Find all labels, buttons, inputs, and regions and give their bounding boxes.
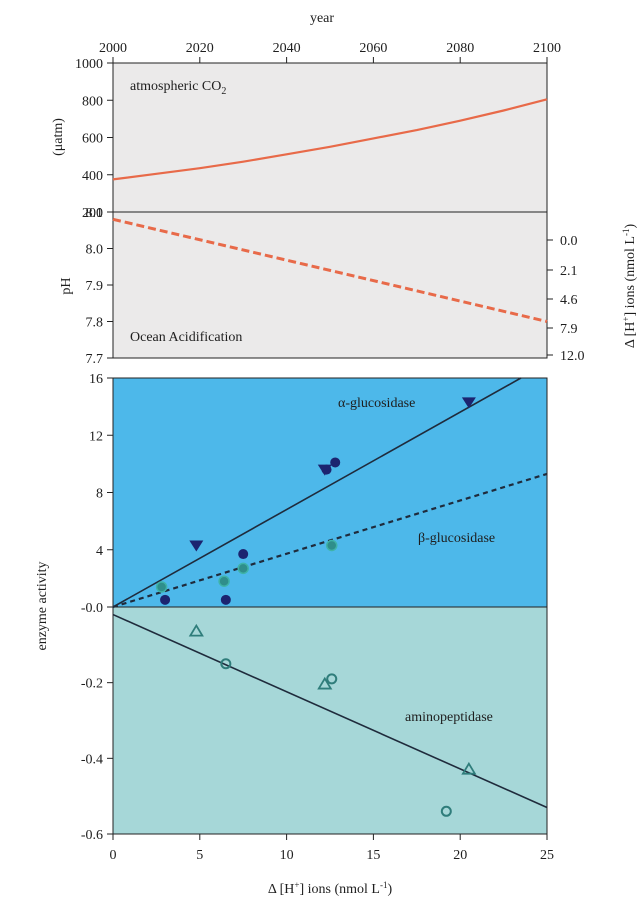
ph-right-tick-label: 7.9 (560, 322, 578, 337)
bottom-label-mid: ] ions (nmol L (299, 882, 380, 897)
co2-tick-label: 400 (82, 169, 103, 184)
top-tick-label: 2040 (273, 41, 301, 56)
enzyme-upper-tick-label: 4 (96, 544, 103, 559)
ph-ylabel: pH (59, 277, 74, 294)
beta-point (325, 539, 338, 552)
bottom-label-end: ) (387, 882, 392, 897)
beta-point (218, 575, 230, 587)
co2-panel-background (112, 62, 548, 213)
ph-y-ticks: 8.1 8.0 7.9 7.8 7.7 (86, 206, 113, 367)
enzyme-lower-background (113, 607, 547, 834)
alpha-trend-line (112, 377, 522, 608)
top-tick-label: 2020 (186, 41, 214, 56)
co2-annotation: atmospheric CO2 (130, 79, 226, 97)
enzyme-upper-tick-label: 12 (89, 429, 103, 444)
enzyme-x-tick-label: 25 (540, 848, 554, 863)
co2-tick-label: 1000 (75, 57, 103, 72)
alpha-circle-point (160, 594, 171, 605)
enzyme-lower-tick-label: -0.6 (81, 828, 103, 843)
enzyme-upper-background (113, 378, 547, 607)
ph-right-axis-label: Δ [H+] ions (nmol L-1) (621, 224, 638, 349)
bottom-label-sup2: -1 (380, 880, 388, 890)
co2-tick-label: 800 (82, 94, 103, 109)
enzyme-x-tick-label: 0 (110, 848, 117, 863)
amino-circle-point (440, 805, 452, 817)
co2-y-ticks: 1000 800 600 400 200 (75, 57, 113, 221)
amino-triangle-point (317, 676, 333, 690)
enzyme-upper-tick-label: 16 (89, 372, 103, 387)
enzyme-lower-tick-label: -0.4 (81, 752, 103, 767)
co2-ylabel: (μatm) (51, 118, 66, 156)
ph-right-tick-label: 0.0 (560, 234, 578, 249)
alpha-triangle-point (317, 464, 332, 476)
co2-tick-label: 600 (82, 132, 103, 147)
alpha-triangle-point (189, 540, 204, 552)
enzyme-ylabel: enzyme activity (35, 561, 50, 650)
ph-right-label-sup: + (621, 317, 631, 322)
top-tick-label: 2080 (446, 41, 474, 56)
data-markers (155, 397, 477, 817)
amino-trend-line (112, 613, 548, 809)
enzyme-x-ticks: 0 5 10 15 20 25 (110, 834, 554, 863)
enzyme-lower-tick-label: -0.2 (81, 677, 103, 692)
ph-tick-label: 8.1 (86, 206, 104, 221)
ph-right-label-end: ) (623, 224, 638, 229)
amino-circle-point (326, 673, 338, 685)
beta-point (155, 581, 168, 593)
alpha-circle-point (330, 457, 341, 468)
co2-tick-label: 200 (82, 206, 103, 221)
enzyme-upper-tick-label: 8 (96, 487, 103, 502)
ph-tick-label: 7.9 (86, 279, 104, 294)
ph-right-tick-label: 2.1 (560, 264, 578, 279)
bottom-label-main: Δ [H (268, 882, 295, 897)
bottom-axis-label: Δ [H+] ions (nmol L-1) (268, 880, 393, 897)
amino-label: aminopeptidase (405, 710, 493, 725)
co2-annotation-text: atmospheric CO (130, 79, 221, 94)
beta-point (237, 562, 249, 575)
ph-right-tick-label: 12.0 (560, 349, 585, 364)
ph-annotation: Ocean Acidification (130, 330, 242, 345)
alpha-circle-point (238, 549, 249, 560)
enzyme-y-ticks: 16 12 8 4 -0.0 -0.2 -0.4 -0.6 (81, 372, 113, 843)
beta-label: β-glucosidase (418, 531, 495, 546)
ph-right-label-main: Δ [H (623, 322, 638, 349)
enzyme-x-tick-label: 10 (280, 848, 294, 863)
top-tick-label: 2000 (99, 41, 127, 56)
enzyme-x-tick-label: 5 (196, 848, 203, 863)
enzyme-upper-tick-label: -0.0 (81, 601, 103, 616)
ph-right-label-sup2: -1 (621, 229, 631, 237)
enzyme-x-tick-label: 15 (366, 848, 380, 863)
ph-right-tick-label: 4.6 (560, 293, 578, 308)
ph-tick-label: 7.8 (86, 316, 104, 331)
amino-circle-point (220, 658, 232, 670)
top-axis-ticks: 2000 2020 2040 2060 2080 2100 (99, 41, 561, 63)
bottom-label-sup: + (294, 880, 299, 890)
ph-series-line (112, 217, 548, 323)
alpha-triangle-point (461, 397, 476, 409)
ph-tick-label: 8.0 (86, 243, 104, 258)
alpha-circle-point (220, 594, 231, 605)
top-tick-label: 2100 (533, 41, 561, 56)
ph-right-label-mid: ] ions (nmol L (623, 236, 638, 317)
enzyme-x-tick-label: 20 (453, 848, 467, 863)
alpha-label: α-glucosidase (338, 396, 415, 411)
ph-right-ticks: 0.0 2.1 4.6 7.9 12.0 (547, 234, 585, 364)
amino-triangle-point (461, 761, 477, 775)
amino-triangle-point (188, 623, 204, 637)
ph-tick-label: 7.7 (86, 352, 104, 367)
co2-annotation-sub: 2 (221, 86, 226, 97)
co2-series-line (112, 98, 548, 181)
top-axis-label: year (310, 11, 334, 26)
top-tick-label: 2060 (359, 41, 387, 56)
